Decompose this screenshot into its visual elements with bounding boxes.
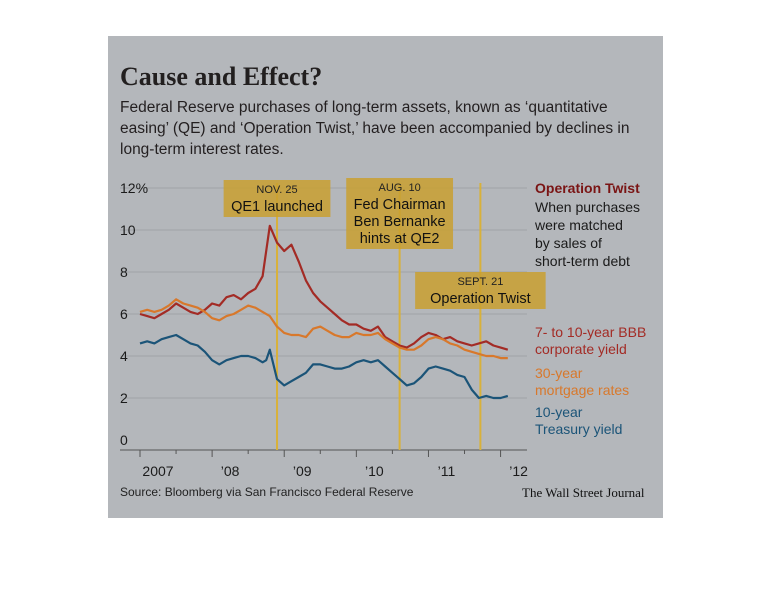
x-tick-label: ’10 bbox=[365, 463, 384, 479]
y-tick-label: 0 bbox=[120, 432, 128, 448]
legend-entry: 30-year bbox=[535, 365, 583, 381]
y-tick-label: 6 bbox=[120, 306, 128, 322]
annotation-box bbox=[223, 180, 331, 217]
y-axis: 0 2 4 6 8 10 12% bbox=[120, 180, 148, 448]
y-tick-label: 12% bbox=[120, 180, 148, 196]
annotation-box bbox=[415, 272, 546, 309]
legend-entry: Treasury yield bbox=[535, 421, 622, 437]
series-line bbox=[139, 333, 509, 400]
annotation-date: NOV. 25 bbox=[256, 184, 297, 196]
series-line bbox=[139, 298, 508, 360]
x-tick-label: ’11 bbox=[438, 463, 456, 479]
note-line: were matched bbox=[534, 217, 623, 233]
legend-entry: 7- to 10-year BBB bbox=[535, 324, 646, 340]
legend-entry: mortgage rates bbox=[535, 382, 629, 398]
note-title: Operation Twist bbox=[535, 180, 640, 196]
chart-subtitle: Federal Reserve purchases of long-term a… bbox=[120, 99, 630, 158]
annotation-text: Fed Chairman bbox=[354, 197, 446, 213]
annotation-box bbox=[346, 178, 454, 249]
annotation-text: Operation Twist bbox=[430, 291, 530, 307]
annotation-text: QE1 launched bbox=[231, 199, 323, 215]
annotation-date: AUG. 10 bbox=[379, 182, 421, 194]
x-axis: 2007 ’08 ’09 ’10 ’11 ’12 bbox=[120, 449, 528, 479]
series-layer bbox=[139, 224, 509, 400]
annotation-text: Ben Bernanke bbox=[354, 214, 446, 230]
y-tick-label: 8 bbox=[120, 264, 128, 280]
annotation-group: SEPT. 21 Operation Twist bbox=[415, 272, 546, 309]
note-line: by sales of bbox=[535, 235, 602, 251]
x-tick-label: ’09 bbox=[293, 463, 312, 479]
y-tick-label: 10 bbox=[120, 222, 136, 238]
annotation-boxes: NOV. 25 QE1 launched AUG. 10 Fed ChairmanBe… bbox=[223, 178, 546, 309]
annotation-group: NOV. 25 QE1 launched bbox=[223, 180, 331, 217]
note-line: When purchases bbox=[535, 199, 640, 215]
x-tick-label: ’12 bbox=[509, 463, 528, 479]
publisher-credit: The Wall Street Journal bbox=[522, 485, 645, 500]
annotation-date: SEPT. 21 bbox=[457, 276, 503, 288]
legend-entry: 10-year bbox=[535, 404, 583, 420]
note-line: short-term debt bbox=[535, 253, 630, 269]
source-note: Source: Bloomberg via San Francisco Fede… bbox=[120, 485, 414, 499]
y-tick-label: 4 bbox=[120, 348, 128, 364]
legend-entry: corporate yield bbox=[535, 341, 627, 357]
x-tick-label: ’08 bbox=[221, 463, 240, 479]
x-tick-label: 2007 bbox=[142, 463, 173, 479]
annotation-text: hints at QE2 bbox=[360, 231, 440, 247]
operation-twist-note: Operation Twist When purchases were matche… bbox=[534, 180, 640, 269]
chart-panel bbox=[108, 36, 663, 518]
y-tick-label: 2 bbox=[120, 390, 128, 406]
chart-title: Cause and Effect? bbox=[120, 62, 323, 91]
